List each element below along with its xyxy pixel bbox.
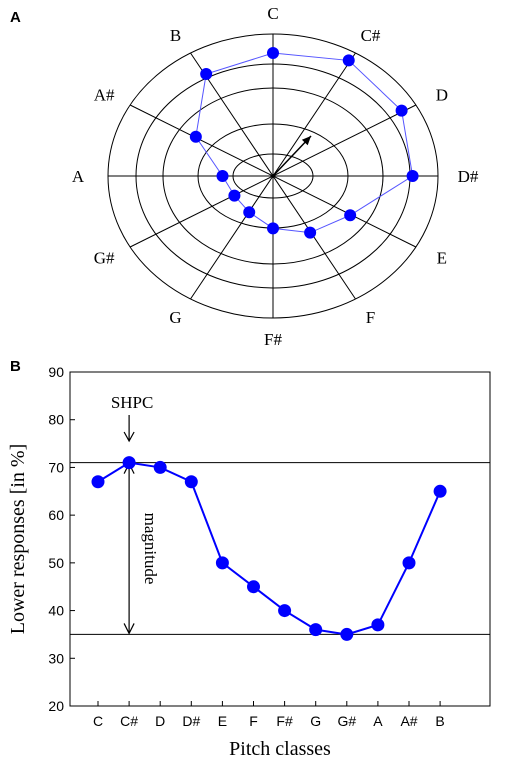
- panel-a: A C C# D D# E F F# G G# A A# B: [10, 4, 479, 349]
- shpc-label: SHPC: [111, 393, 154, 412]
- x-tick-label-g-sharp: G#: [337, 713, 356, 729]
- polar-point-c: [267, 47, 279, 60]
- x-tick-label-d-sharp: D#: [182, 713, 200, 729]
- x-tick-label-b: B: [435, 713, 444, 729]
- polar-label-a: A: [72, 167, 85, 186]
- data-point-f: [247, 580, 260, 594]
- x-tick-label-g: G: [310, 713, 321, 729]
- magnitude-arrow-head-bottom: [123, 623, 135, 635]
- x-tick-label-a-sharp: A#: [400, 713, 417, 729]
- polar-point-c-sharp: [342, 54, 355, 67]
- polar-label-d-sharp: D#: [458, 167, 479, 186]
- polar-point-f-sharp: [267, 222, 279, 235]
- polar-label-g-sharp: G#: [94, 249, 115, 268]
- line-series: [91, 456, 447, 641]
- shpc-arrow-head: [123, 431, 135, 443]
- data-point-a-sharp: [402, 556, 416, 570]
- data-point-d: [153, 460, 167, 474]
- y-tick-label-70: 70: [48, 459, 64, 475]
- polar-label-e: E: [437, 249, 447, 268]
- polar-point-g: [243, 206, 256, 219]
- polar-label-c: C: [267, 4, 278, 23]
- resultant-arrow: [272, 135, 312, 177]
- y-axis-ticks: 20 30 40 50 60 70 80 90: [48, 364, 75, 714]
- arrow-shaft: [272, 135, 312, 177]
- polar-series: [189, 47, 419, 239]
- panel-b: B 20 30 40 50 60 70 80 90 C C# D D# E F F# G G# A A# B SHP…: [7, 358, 491, 760]
- annotations: SHPC magnitude: [111, 393, 160, 635]
- polar-point-a-sharp: [189, 130, 202, 143]
- panel-b-label: B: [10, 358, 21, 375]
- data-point-d-sharp: [184, 475, 198, 489]
- x-tick-label-f: F: [249, 713, 258, 729]
- x-tick-label-e: E: [218, 713, 227, 729]
- polar-label-c-sharp: C#: [361, 26, 381, 45]
- x-tick-label-c-sharp: C#: [120, 713, 138, 729]
- polar-point-f: [304, 226, 317, 239]
- y-tick-label-60: 60: [48, 507, 64, 523]
- polar-point-d: [395, 104, 408, 117]
- polar-label-a-sharp: A#: [94, 86, 115, 105]
- polar-point-a: [216, 170, 229, 182]
- polar-point-e: [344, 209, 357, 222]
- y-tick-label-50: 50: [48, 555, 64, 571]
- polar-label-f: F: [366, 308, 375, 327]
- y-tick-label-90: 90: [48, 364, 64, 380]
- data-point-g: [309, 623, 323, 637]
- x-tick-label-d: D: [155, 713, 165, 729]
- data-point-a: [371, 618, 385, 632]
- y-tick-label-40: 40: [48, 603, 64, 619]
- data-point-b: [433, 484, 447, 498]
- panel-a-label: A: [10, 9, 21, 26]
- x-tick-label-c: C: [93, 713, 103, 729]
- data-point-c-sharp: [122, 456, 136, 470]
- magnitude-label: magnitude: [141, 513, 160, 585]
- polar-point-b: [200, 68, 213, 81]
- x-axis-title: Pitch classes: [229, 738, 331, 760]
- polar-label-d: D: [436, 86, 448, 105]
- y-axis-title: Lower responses [in %]: [7, 444, 29, 635]
- arrow-head: [301, 136, 311, 146]
- polar-label-b: B: [170, 26, 181, 45]
- polar-label-f-sharp: F#: [264, 330, 282, 349]
- polar-point-g-sharp: [228, 189, 241, 202]
- y-tick-label-30: 30: [48, 650, 64, 666]
- polar-labels: C C# D D# E F F# G G# A A# B: [72, 4, 479, 349]
- x-tick-label-f-sharp: F#: [276, 713, 293, 729]
- polar-point-d-sharp: [406, 170, 419, 182]
- data-point-g-sharp: [340, 627, 354, 641]
- x-axis-ticks: C C# D D# E F F# G G# A A# B: [93, 701, 445, 729]
- plot-area-frame: [69, 371, 491, 707]
- y-tick-label-20: 20: [48, 698, 64, 714]
- x-tick-label-a: A: [373, 713, 383, 729]
- data-point-e: [215, 556, 229, 570]
- y-tick-label-80: 80: [48, 412, 64, 428]
- data-point-f-sharp: [278, 604, 292, 618]
- polar-label-g: G: [169, 308, 181, 327]
- reference-lines: [70, 462, 490, 635]
- data-point-c: [91, 475, 105, 489]
